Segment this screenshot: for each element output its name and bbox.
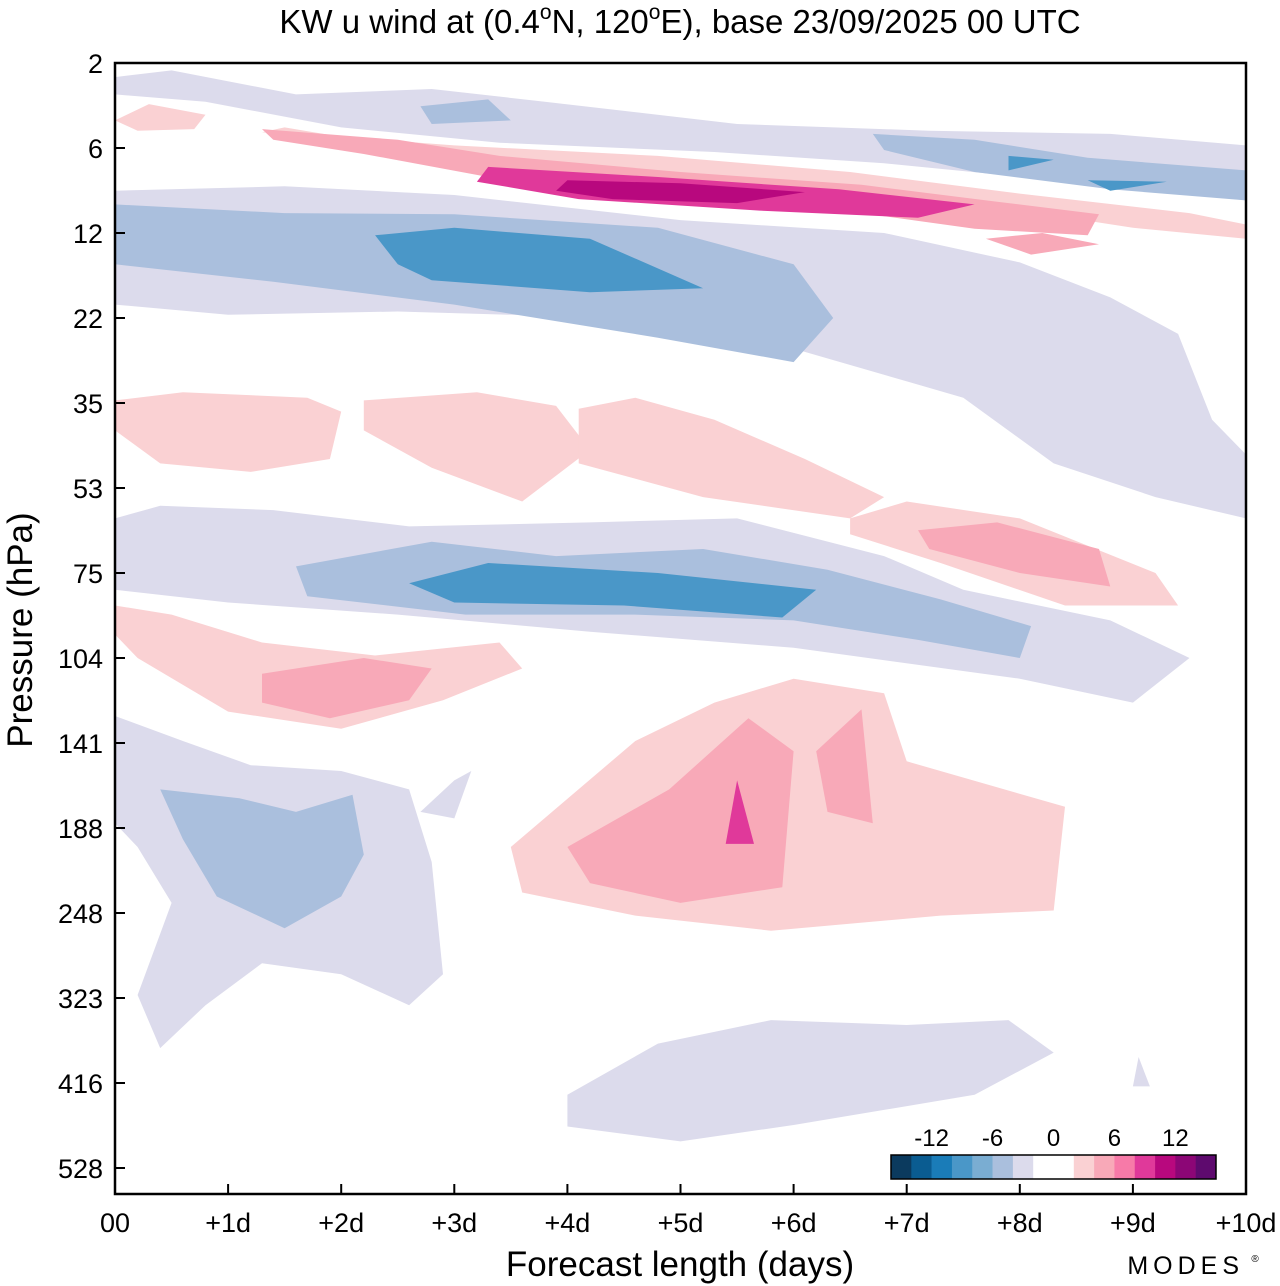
colorbar-swatch-12 (1134, 1155, 1156, 1179)
y-tick-label-12: 416 (58, 1069, 103, 1099)
y-tick-label-13: 528 (58, 1154, 103, 1184)
colorbar-swatch-11 (1114, 1155, 1136, 1179)
colorbar-swatch-15 (1195, 1155, 1217, 1179)
y-tick-label-0: 2 (88, 49, 103, 79)
x-tick-label-1: +1d (205, 1208, 251, 1238)
y-tick-label-9: 188 (58, 814, 103, 844)
easterly-anomaly-3-30 (420, 771, 472, 819)
colorbar-label-2: 0 (1047, 1125, 1060, 1152)
x-tick-label-0: 00 (100, 1208, 130, 1238)
y-axis: 2 6 12 22 35 53 75 104 141 188 248 323 416 528 (58, 49, 125, 1184)
westerly-anomaly-6-15 (816, 709, 873, 824)
colorbar-swatch-8 (1053, 1155, 1075, 1179)
x-tick-label-8: +8d (997, 1208, 1043, 1238)
easterly-anomaly-3-31 (567, 1020, 1054, 1142)
colorbar-label-0: -12 (914, 1125, 949, 1152)
x-tick-label-3: +3d (431, 1208, 477, 1238)
y-axis-label: Pressure (hPa) (1, 512, 40, 747)
colorbar-swatch-7 (1033, 1155, 1054, 1179)
modes-logo-mark: ® (1251, 1254, 1259, 1265)
y-tick-label-3: 22 (73, 304, 103, 334)
colorbar-swatch-10 (1094, 1155, 1115, 1179)
colorbar-swatch-0 (891, 1155, 912, 1179)
y-tick-label-11: 323 (58, 984, 103, 1014)
x-tick-label-5: +5d (658, 1208, 704, 1238)
colorbar: -12 -6 0 6 12 (890, 1125, 1217, 1180)
modes-logo: MODES ® (1127, 1252, 1259, 1280)
x-tick-label-6: +6d (771, 1208, 817, 1238)
westerly-anomaly-3-6 (115, 392, 342, 472)
y-tick-label-4: 35 (73, 389, 103, 419)
easterly-anomaly-9-27 (409, 563, 817, 618)
easterly-anomaly-6-18 (420, 99, 511, 124)
y-tick-label-2: 12 (73, 219, 103, 249)
colorbar-swatch-1 (911, 1155, 932, 1179)
colorbar-label-3: 6 (1108, 1125, 1121, 1152)
easterly-anomaly-9-24 (375, 227, 704, 293)
westerly-anomaly-6-14 (567, 718, 794, 903)
westerly-anomaly-3-8 (578, 397, 885, 519)
easterly-anomaly-6-29 (160, 789, 364, 929)
y-tick-label-1: 6 (88, 134, 103, 164)
x-axis: 00 +1d +2d +3d +4d +5d +6d +7d +8d +9d +10d (100, 1184, 1276, 1238)
colorbar-swatch-6 (1012, 1155, 1034, 1179)
x-tick-label-10: +10d (1216, 1208, 1277, 1238)
westerly-anomaly-3-7 (363, 392, 590, 502)
westerly-anomaly-6-12 (262, 658, 432, 719)
colorbar-swatch-13 (1155, 1155, 1176, 1179)
y-tick-label-6: 75 (73, 559, 103, 589)
westerly-anomaly-12-4 (556, 180, 805, 204)
colorbar-swatch-9 (1073, 1155, 1095, 1179)
colorbar-swatch-14 (1175, 1155, 1196, 1179)
colorbar-frame (890, 1154, 1217, 1180)
contour-fills (115, 70, 1246, 1142)
westerly-anomaly-3-1 (262, 127, 1246, 239)
colorbar-label-4: 12 (1162, 1125, 1189, 1152)
y-tick-label-5: 53 (73, 474, 103, 504)
chart-title-text: KW u wind at (0.4oN, 120oE), base 23/09/… (279, 1, 1080, 40)
colorbar-swatch-3 (951, 1155, 973, 1179)
easterly-anomaly-9-21 (1087, 180, 1167, 191)
westerly-anomaly-9-16 (725, 780, 754, 844)
westerly-anomaly-6-5 (985, 233, 1099, 255)
x-tick-label-7: +7d (884, 1208, 930, 1238)
y-tick-label-10: 248 (58, 899, 103, 929)
colorbar-label-1: -6 (982, 1125, 1003, 1152)
modes-logo-text: MODES (1127, 1252, 1244, 1280)
easterly-anomaly-3-32 (1132, 1057, 1150, 1087)
colorbar-swatch-4 (972, 1155, 993, 1179)
x-tick-label-9: +9d (1110, 1208, 1156, 1238)
x-axis-label: Forecast length (days) (506, 1245, 854, 1284)
y-tick-label-8: 141 (58, 729, 103, 759)
x-tick-label-2: +2d (318, 1208, 364, 1238)
y-tick-label-7: 104 (58, 644, 103, 674)
colorbar-swatch-5 (992, 1155, 1014, 1179)
chart-title: KW u wind at (0.4oN, 120oE), base 23/09/… (279, 1, 1080, 40)
colorbar-swatch-2 (931, 1155, 953, 1179)
easterly-anomaly-9-20 (1008, 155, 1054, 171)
westerly-anomaly-3-0 (115, 104, 206, 131)
westerly-anomaly-6-10 (918, 522, 1111, 587)
x-tick-label-4: +4d (544, 1208, 590, 1238)
